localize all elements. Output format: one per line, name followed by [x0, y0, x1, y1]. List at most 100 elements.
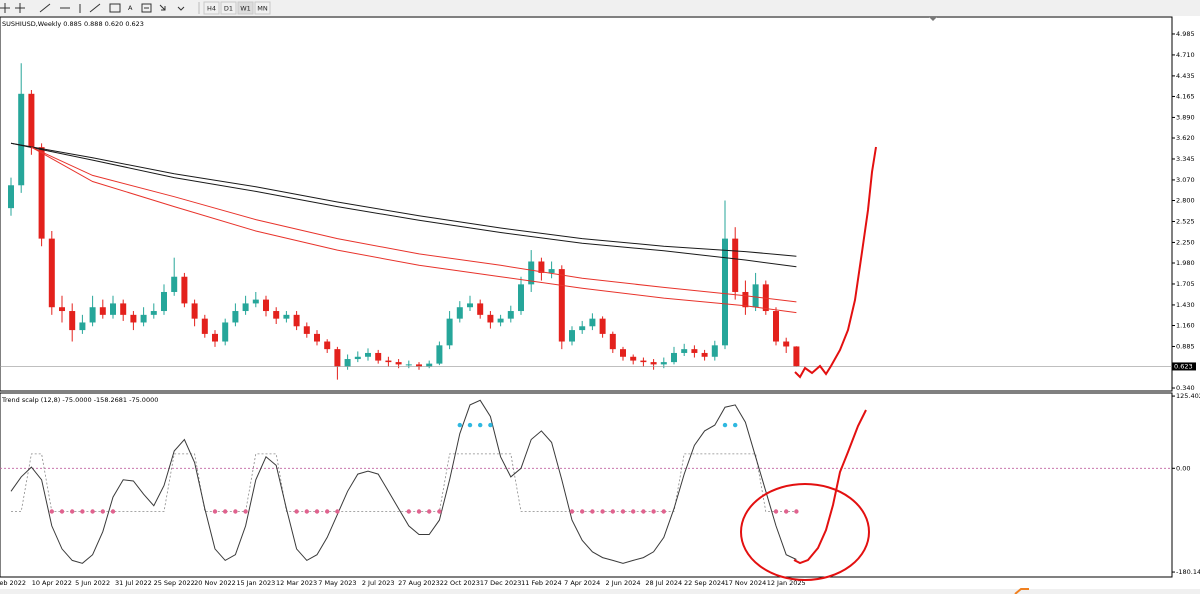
candle-body [242, 303, 249, 312]
timeframe-label[interactable]: MN [257, 5, 268, 13]
signal-dot [49, 509, 54, 514]
candle-body [773, 311, 779, 342]
candle-body [650, 362, 657, 365]
candle-body [232, 311, 239, 323]
candle-body [324, 341, 331, 350]
candle-body [89, 307, 96, 323]
x-tick-label: 5 Jun 2022 [75, 579, 110, 587]
x-tick-label: 2 Jun 2024 [606, 579, 641, 587]
candle-body [589, 318, 596, 327]
timeframe-label[interactable]: W1 [240, 5, 251, 13]
signal-dot [467, 422, 473, 428]
candle-body [273, 311, 280, 319]
candle-body [793, 346, 800, 367]
x-tick-label: 11 Feb 2024 [521, 579, 561, 587]
y-tick-label: 3.345 [1176, 155, 1195, 163]
cursor-tool[interactable] [15, 3, 25, 13]
candle-body [732, 238, 739, 292]
signal-dot [641, 509, 646, 514]
panel-title: Trend scalp (12,8) -75.0000 -158.2681 -7… [1, 396, 158, 404]
timeframe-label[interactable]: D1 [224, 5, 233, 13]
signal-dot [70, 509, 75, 514]
candle-body [640, 360, 647, 363]
candle-body [477, 303, 484, 315]
candle-body [660, 362, 667, 365]
candle-body [701, 352, 708, 357]
indicator-line [31, 146, 797, 314]
timeframe-button[interactable] [203, 1, 220, 15]
x-tick-label: 2 Jul 2023 [362, 579, 395, 587]
candle-body [314, 333, 320, 342]
y-tick-label: 0.885 [1176, 342, 1195, 350]
toolbar: A H4 D1 W1 MN [0, 0, 1200, 16]
candle-body [222, 322, 229, 342]
signal-dot [773, 509, 779, 514]
candle-body [405, 364, 412, 366]
candle-body [528, 261, 535, 285]
signal-dot [243, 509, 248, 514]
timeframe-button[interactable] [237, 1, 254, 15]
candle-body [130, 314, 137, 323]
signal-dot [59, 509, 65, 514]
y-tick-label: 4.165 [1176, 92, 1195, 100]
candle-body [354, 356, 361, 360]
y-tick-label: 0.340 [1176, 384, 1195, 392]
x-tick-label: 7 Apr 2024 [564, 579, 600, 587]
candle-body [201, 318, 208, 334]
timeframes: H4 D1 W1 MN [203, 1, 271, 15]
signal-dot [661, 509, 666, 514]
candle-body [79, 322, 86, 331]
y-tick-label: 3.070 [1176, 176, 1195, 184]
signal-dot [223, 509, 228, 514]
tab-icon [1014, 588, 1029, 594]
timeframe-button[interactable] [254, 1, 271, 15]
candle-body [426, 363, 433, 367]
crosshair-tool[interactable] [0, 3, 10, 13]
candle-body [191, 303, 198, 319]
signal-dot [406, 509, 411, 514]
candle-body [436, 345, 443, 364]
signal-dot [580, 509, 585, 514]
candle-body [487, 314, 494, 323]
y-tick-label: 2.250 [1176, 238, 1195, 246]
candle-body [59, 307, 65, 312]
candle-body [395, 362, 402, 365]
plots: SUSHIUSD,Weekly 0.885 0.888 0.620 0.623 4… [0, 20, 1200, 587]
arrow-tool[interactable] [159, 4, 185, 11]
label-tool[interactable] [141, 3, 152, 13]
price-panel [0, 16, 1173, 392]
candle-body [344, 359, 351, 367]
x-tick-label: 10 Apr 2022 [32, 579, 72, 587]
signal-dot [620, 509, 626, 514]
candle-body [334, 349, 341, 367]
x-tick-label: 17 Dec 2023 [480, 579, 522, 587]
price-tag [1172, 362, 1196, 371]
signal-dot [437, 509, 442, 514]
signal-dot [590, 509, 595, 514]
candle-body [416, 364, 422, 367]
line-tools[interactable] [39, 3, 121, 13]
indicator-line [10, 142, 797, 257]
x-tick-label: 15 Jan 2023 [236, 579, 275, 587]
candle-body [150, 311, 157, 315]
candle-body [48, 238, 55, 308]
timeframe-label[interactable]: H4 [207, 5, 216, 13]
y-tick-label: 2.525 [1176, 217, 1195, 225]
timeframe-button[interactable] [220, 1, 237, 15]
candle-body [293, 314, 300, 327]
price-tag-label: 0.623 [1174, 362, 1193, 370]
text-tool[interactable]: A [128, 4, 133, 12]
candle-body [456, 307, 463, 319]
y-tick-label: 2.800 [1176, 197, 1195, 205]
candle-body [630, 356, 637, 361]
candle-body [8, 185, 14, 209]
candle-body [263, 299, 269, 312]
signal-dot [631, 509, 636, 514]
candle-body [365, 352, 371, 357]
signal-dot [784, 509, 789, 514]
candle-body [303, 326, 310, 334]
chart-shift-marker [929, 17, 937, 21]
x-tick-label: 17 Nov 2024 [725, 579, 767, 587]
x-tick-label: 28 Jul 2024 [645, 579, 682, 587]
